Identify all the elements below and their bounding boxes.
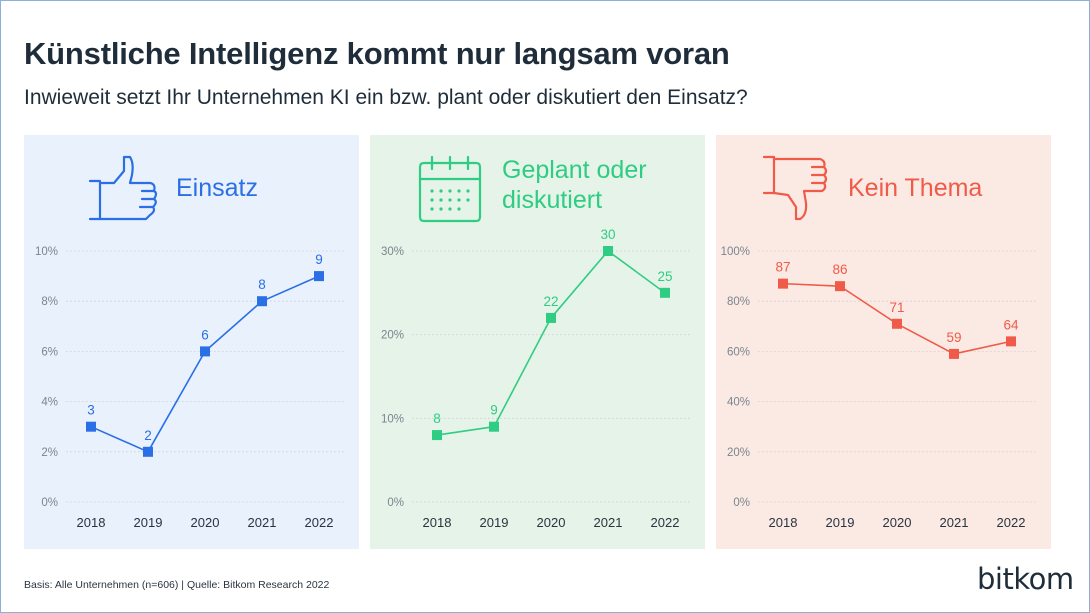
- y-tick-label: 0%: [387, 497, 404, 509]
- x-tick-label: 2018: [769, 515, 798, 530]
- panel-title-kein-thema: Kein Thema: [848, 174, 983, 202]
- chart-panel-kein-thema: Kein Thema 0% 20% 40% 60% 80% 100% 2018 2019 202…: [716, 135, 1051, 549]
- x-tick-label: 2018: [77, 515, 106, 530]
- data-point: [1006, 336, 1016, 347]
- series-line: [90, 275, 320, 453]
- data-point: [778, 278, 788, 289]
- x-tick-label: 2022: [651, 515, 680, 530]
- line-chart-kein-thema: 0% 20% 40% 60% 80% 100% 2018 2019 2020 2021 2022 87…: [721, 246, 1036, 530]
- y-tick-label: 8%: [41, 296, 58, 308]
- data-point: [86, 421, 96, 432]
- data-label: 6: [201, 327, 209, 342]
- x-tick-label: 2020: [191, 515, 220, 530]
- data-label: 25: [657, 269, 672, 284]
- y-tick-label: 80%: [727, 296, 750, 308]
- y-tick-label: 10%: [381, 413, 404, 425]
- data-label: 71: [889, 300, 904, 315]
- data-label: 9: [490, 403, 498, 418]
- data-label: 8: [433, 411, 441, 426]
- y-tick-label: 6%: [41, 346, 58, 358]
- line-chart-einsatz: 0% 2% 4% 6% 8% 10% 2018 2019 2020 2021 2022 3 2 6 8 9: [35, 246, 344, 530]
- data-point: [892, 318, 902, 329]
- x-tick-label: 2020: [883, 515, 912, 530]
- data-label: 86: [832, 262, 847, 277]
- x-tick-label: 2019: [826, 515, 855, 530]
- x-tick-label: 2020: [537, 515, 566, 530]
- data-point: [314, 271, 324, 282]
- data-point: [546, 312, 556, 323]
- data-point: [200, 346, 210, 357]
- data-point: [432, 430, 442, 441]
- data-point: [603, 246, 613, 256]
- y-tick-label: 20%: [381, 330, 404, 342]
- chart-panel-einsatz: Einsatz 0% 2% 4% 6% 8% 10% 2018 2019 2020 2021 202…: [24, 135, 359, 549]
- data-label: 87: [775, 260, 790, 275]
- thumbs-up-icon: [88, 155, 158, 221]
- data-label: 3: [87, 403, 95, 418]
- data-label: 30: [600, 227, 615, 242]
- data-point: [660, 287, 670, 298]
- x-tick-label: 2021: [940, 515, 969, 530]
- data-label: 8: [258, 277, 266, 292]
- calendar-icon: [418, 155, 482, 223]
- data-label: 2: [144, 428, 152, 443]
- data-label: 64: [1003, 317, 1019, 332]
- y-tick-label: 40%: [727, 397, 750, 409]
- series-line: [436, 250, 666, 436]
- panel-title-einsatz: Einsatz: [176, 174, 258, 202]
- y-tick-label: 10%: [35, 246, 58, 258]
- data-point: [489, 421, 499, 432]
- page-title: Künstliche Intelligenz kommt nur langsam…: [24, 36, 730, 71]
- data-label: 22: [543, 294, 558, 309]
- data-point: [143, 446, 153, 457]
- x-tick-label: 2022: [997, 515, 1026, 530]
- x-tick-label: 2022: [305, 515, 334, 530]
- y-tick-label: 4%: [41, 397, 58, 409]
- series-line: [782, 282, 1012, 355]
- data-point: [257, 296, 267, 307]
- chart-panel-geplant: Geplant oder diskutiert 0% 10% 20% 30% 2018 2…: [370, 135, 705, 549]
- x-tick-label: 2019: [480, 515, 509, 530]
- y-tick-label: 60%: [727, 346, 750, 358]
- data-label: 59: [946, 330, 961, 345]
- page-subtitle: Inwieweit setzt Ihr Unternehmen KI ein b…: [24, 86, 748, 109]
- x-tick-label: 2019: [134, 515, 163, 530]
- brand-logo: bitkom: [977, 562, 1074, 596]
- y-tick-label: 20%: [727, 447, 750, 459]
- source-note: Basis: Alle Unternehmen (n=606) | Quelle…: [24, 579, 330, 591]
- data-point: [835, 281, 845, 292]
- y-tick-label: 30%: [381, 246, 404, 258]
- y-tick-label: 2%: [41, 447, 58, 459]
- data-label: 9: [315, 252, 323, 267]
- x-tick-label: 2021: [248, 515, 277, 530]
- y-tick-label: 0%: [733, 497, 750, 509]
- y-tick-label: 0%: [41, 497, 58, 509]
- panel-title-geplant: Geplant oder diskutiert: [502, 156, 647, 214]
- x-tick-label: 2021: [594, 515, 623, 530]
- x-tick-label: 2018: [423, 515, 452, 530]
- data-point: [949, 348, 959, 359]
- line-chart-geplant: 0% 10% 20% 30% 2018 2019 2020 2021 2022 8 9 22 30 25: [381, 227, 690, 530]
- y-tick-label: 100%: [721, 246, 750, 258]
- thumbs-down-icon: [762, 155, 828, 221]
